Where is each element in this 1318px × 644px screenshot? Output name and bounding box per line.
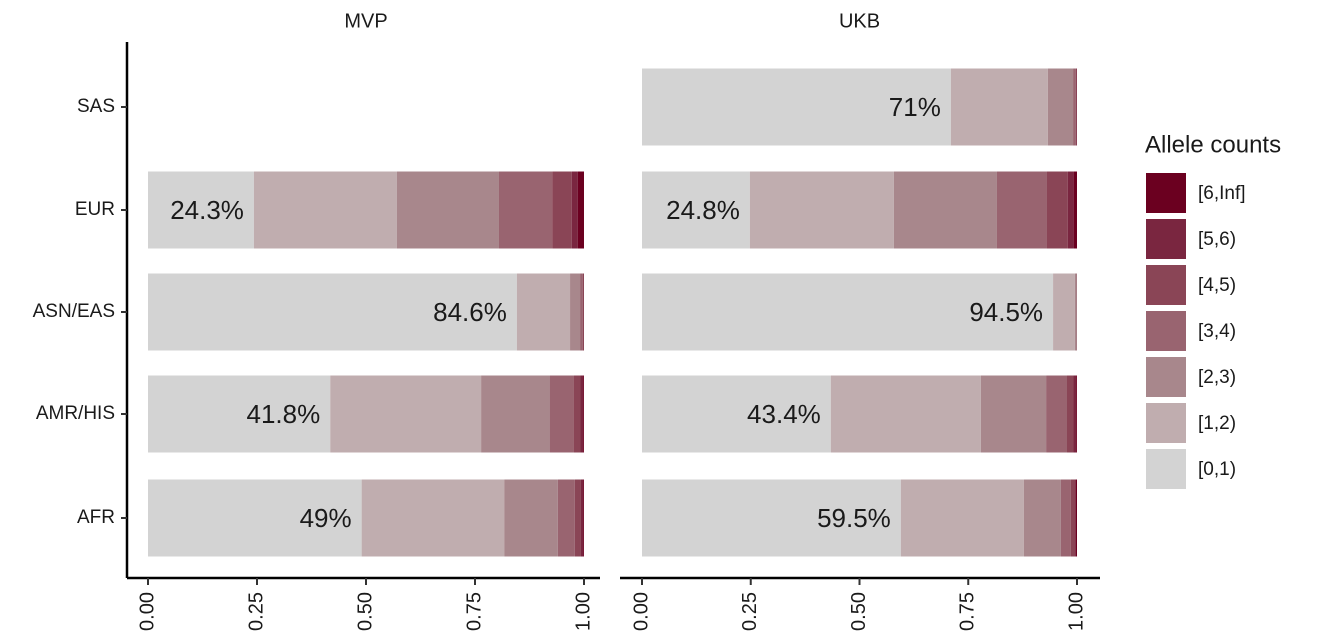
value-label: 71% xyxy=(889,92,941,122)
bar-segment xyxy=(1046,375,1067,453)
legend-label: [1,2) xyxy=(1198,413,1236,434)
bar-segment xyxy=(504,479,558,557)
bar-segment xyxy=(1073,68,1076,146)
legend-label: [3,4) xyxy=(1198,321,1236,342)
legend-label: [0,1) xyxy=(1198,459,1236,480)
x-tick-label: 1.00 xyxy=(572,592,594,631)
bar-segment xyxy=(580,479,584,557)
bar-segment xyxy=(552,171,572,249)
x-tick-label: 0.00 xyxy=(136,592,158,631)
legend-title: Allele counts xyxy=(1145,131,1281,158)
bar-segment xyxy=(980,375,1047,453)
value-label: 43.4% xyxy=(747,399,821,429)
bar-segment xyxy=(498,171,553,249)
bar-segment xyxy=(549,375,574,453)
bar-segment xyxy=(1074,479,1076,557)
bar-segment xyxy=(1053,273,1075,351)
panel-title: UKB xyxy=(839,10,880,32)
legend-swatch xyxy=(1146,449,1186,489)
bar-segment xyxy=(577,171,584,249)
value-label: 59.5% xyxy=(817,503,891,533)
bar-segment xyxy=(900,479,1024,557)
bar-segment xyxy=(1073,171,1077,249)
x-tick-label: 0.75 xyxy=(957,592,979,631)
x-tick-label: 0.25 xyxy=(739,592,761,631)
value-label: 49% xyxy=(300,503,352,533)
x-tick-label: 0.50 xyxy=(354,592,376,631)
panel-title: MVP xyxy=(344,10,387,32)
legend-swatch xyxy=(1146,219,1186,259)
x-tick-label: 0.50 xyxy=(848,592,870,631)
bar-segment xyxy=(573,375,581,453)
bar-segment xyxy=(1075,68,1077,146)
bar-segment xyxy=(1047,68,1074,146)
bar-segment xyxy=(996,171,1047,249)
bar-segment xyxy=(893,171,997,249)
bar-segment xyxy=(148,375,331,453)
bar-segment xyxy=(583,479,584,557)
bar-segment xyxy=(253,171,397,249)
legend-swatch xyxy=(1146,265,1186,305)
bar-segment xyxy=(950,68,1048,146)
bar-segment xyxy=(1046,171,1068,249)
bar-segment xyxy=(642,479,901,557)
bar-segment xyxy=(642,171,750,249)
bar-segment xyxy=(642,375,831,453)
y-tick-label: AFR xyxy=(77,507,115,528)
value-label: 94.5% xyxy=(969,297,1043,327)
legend-swatch xyxy=(1146,357,1186,397)
y-tick-label: EUR xyxy=(75,199,115,220)
bar-segment xyxy=(830,375,981,453)
y-tick-label: ASN/EAS xyxy=(33,301,115,322)
bar-segment xyxy=(580,375,584,453)
legend-label: [6,Inf] xyxy=(1198,183,1246,204)
legend-swatch xyxy=(1146,311,1186,351)
bar-segment xyxy=(1070,479,1075,557)
bar-segment xyxy=(571,171,578,249)
value-label: 41.8% xyxy=(247,399,321,429)
value-label: 24.8% xyxy=(666,195,740,225)
bar-segment xyxy=(481,375,550,453)
bar-segment xyxy=(148,479,362,557)
bar-segment xyxy=(574,479,581,557)
x-tick-label: 0.25 xyxy=(245,592,267,631)
x-tick-label: 0.00 xyxy=(630,592,652,631)
legend-label: [4,5) xyxy=(1198,275,1236,296)
y-tick-label: SAS xyxy=(77,96,115,117)
legend-swatch xyxy=(1146,173,1186,213)
bar-segment xyxy=(148,171,254,249)
bar-segment xyxy=(583,375,584,453)
bar-segment xyxy=(1076,375,1077,453)
bar-segment xyxy=(1023,479,1061,557)
bar-segment xyxy=(580,273,583,351)
bar-segment xyxy=(749,171,894,249)
bar-segment xyxy=(1067,171,1074,249)
bar-segment xyxy=(396,171,499,249)
bar-segment xyxy=(570,273,581,351)
legend-label: [2,3) xyxy=(1198,367,1236,388)
x-tick-label: 1.00 xyxy=(1065,592,1087,631)
bar-segment xyxy=(516,273,571,351)
bar-segment xyxy=(1075,479,1077,557)
bar-segment xyxy=(1060,479,1071,557)
bar-segment xyxy=(330,375,482,453)
legend-label: [5,6) xyxy=(1198,229,1236,250)
bar-segment xyxy=(1073,375,1077,453)
y-tick-label: AMR/HIS xyxy=(36,403,115,424)
bar-segment xyxy=(1074,273,1077,351)
bar-segment xyxy=(1066,375,1074,453)
x-tick-label: 0.75 xyxy=(463,592,485,631)
bar-segment xyxy=(582,273,584,351)
bar-segment xyxy=(642,68,951,146)
value-label: 84.6% xyxy=(433,297,507,327)
bar-segment xyxy=(148,273,517,351)
bar-segment xyxy=(361,479,505,557)
value-label: 24.3% xyxy=(170,195,244,225)
bar-segment xyxy=(557,479,575,557)
legend-swatch xyxy=(1146,403,1186,443)
bar-segment xyxy=(642,273,1054,351)
